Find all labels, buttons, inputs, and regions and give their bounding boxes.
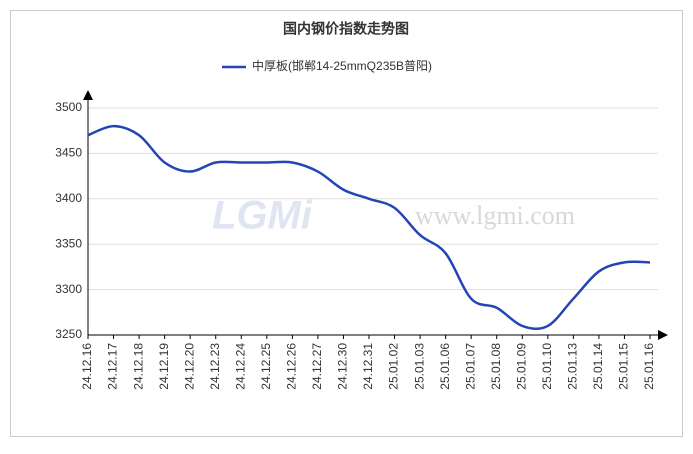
- x-tick-label: 24.12.31: [361, 343, 375, 390]
- watermark-logo: LGMi: [212, 194, 313, 238]
- x-tick-label: 25.01.13: [566, 343, 580, 390]
- x-tick-label: 24.12.18: [131, 343, 145, 390]
- x-tick-label: 25.01.07: [463, 343, 477, 390]
- x-tick-label: 25.01.03: [412, 343, 426, 390]
- x-tick-label: 25.01.02: [387, 343, 401, 390]
- x-tick-label: 24.12.19: [157, 343, 171, 390]
- x-tick-label: 24.12.24: [233, 343, 247, 390]
- chart-title: 国内钢价指数走势图: [283, 21, 409, 37]
- x-tick-label: 25.01.15: [617, 343, 631, 390]
- x-tick-label: 24.12.20: [182, 343, 196, 390]
- x-tick-label: 25.01.10: [540, 343, 554, 390]
- x-tick-label: 25.01.09: [514, 343, 528, 390]
- x-tick-label: 24.12.27: [310, 343, 324, 390]
- y-tick-label: 3400: [55, 191, 82, 205]
- x-tick-label: 24.12.30: [336, 343, 350, 390]
- legend-label: 中厚板(邯郸14-25mmQ235B普阳): [252, 58, 432, 73]
- chart-frame: [10, 10, 683, 437]
- x-axis-arrow: [658, 330, 668, 340]
- y-tick-label: 3250: [55, 327, 82, 341]
- x-tick-label: 25.01.16: [642, 343, 656, 390]
- y-tick-label: 3350: [55, 236, 82, 250]
- x-tick-label: 25.01.14: [591, 343, 605, 390]
- x-tick-label: 24.12.16: [80, 343, 94, 390]
- y-tick-label: 3500: [55, 100, 82, 114]
- x-tick-label: 24.12.17: [106, 343, 120, 390]
- line-series: [87, 124, 651, 331]
- x-tick-label: 24.12.26: [285, 343, 299, 390]
- x-tick-label: 24.12.23: [208, 343, 222, 390]
- x-tick-label: 24.12.25: [259, 343, 273, 390]
- watermark: www.lgmi.com: [415, 201, 575, 230]
- y-axis-arrow: [83, 90, 93, 100]
- y-tick-label: 3450: [55, 146, 82, 160]
- x-tick-label: 25.01.06: [438, 343, 452, 390]
- y-tick-label: 3300: [55, 282, 82, 296]
- x-tick-label: 25.01.08: [489, 343, 503, 390]
